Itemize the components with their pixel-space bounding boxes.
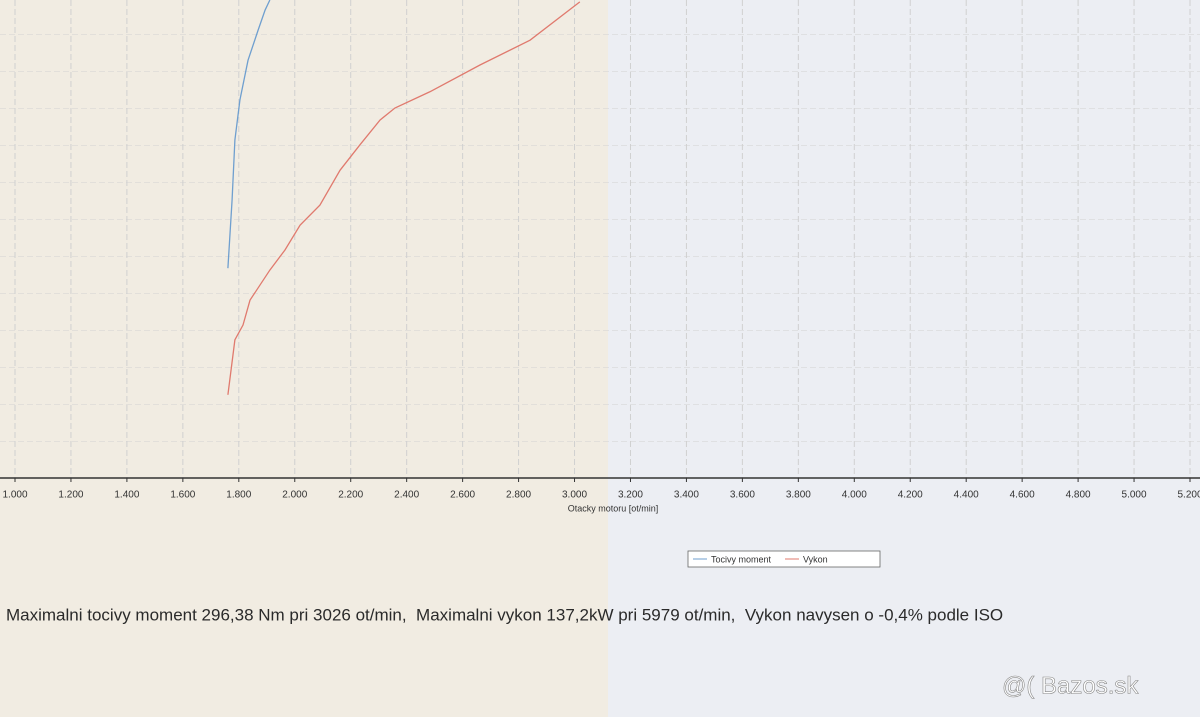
series-line: [227, 0, 271, 269]
x-tick-label: 4.200: [898, 490, 923, 501]
plot: 1.000 1.200 1.400 1.600 1.800 2.000 2.200 2.400…: [2, 0, 1200, 501]
x-tick-label: 2.200: [338, 490, 363, 501]
watermark: @( Bazos.sk: [1002, 672, 1139, 699]
x-tick-label: 1.200: [58, 490, 83, 501]
x-tick-label: 2.600: [450, 490, 475, 501]
x-tick-label: 4.800: [1066, 490, 1091, 501]
x-tick-label: 2.800: [506, 490, 531, 501]
x-tick-label: 1.800: [226, 490, 251, 501]
x-tick-label: 3.000: [562, 490, 587, 501]
x-tick-label: 3.800: [786, 490, 811, 501]
x-tick-label: 4.400: [954, 490, 979, 501]
legend-label: Vykon: [803, 554, 828, 564]
x-tick-label: 5.000: [1122, 490, 1147, 501]
x-tick-label: 1.600: [170, 490, 195, 501]
legend-items: Tocivy moment Vykon: [693, 554, 828, 564]
x-tick-label: 2.000: [282, 490, 307, 501]
x-tick-label: 4.600: [1010, 490, 1035, 501]
x-tick-label: 2.400: [394, 490, 419, 501]
x-tick-label: 4.000: [842, 490, 867, 501]
footer-text: Maximalni tocivy moment 296,38 Nm pri 30…: [6, 605, 1003, 624]
legend-label: Tocivy moment: [711, 554, 772, 564]
x-tick-label: 3.600: [730, 490, 755, 501]
legend: [687, 550, 881, 568]
x-tick-label: 3.400: [674, 490, 699, 501]
x-axis-label: Otacky motoru [ot/min]: [568, 503, 659, 513]
x-tick-label: 3.200: [618, 490, 643, 501]
horizontal-grid: [0, 0, 1200, 476]
series-line: [227, 1, 581, 395]
x-tick-label: 1.400: [114, 490, 139, 501]
x-tick-label: 5.200: [1177, 490, 1200, 501]
x-tick-label: 1.000: [2, 490, 27, 501]
